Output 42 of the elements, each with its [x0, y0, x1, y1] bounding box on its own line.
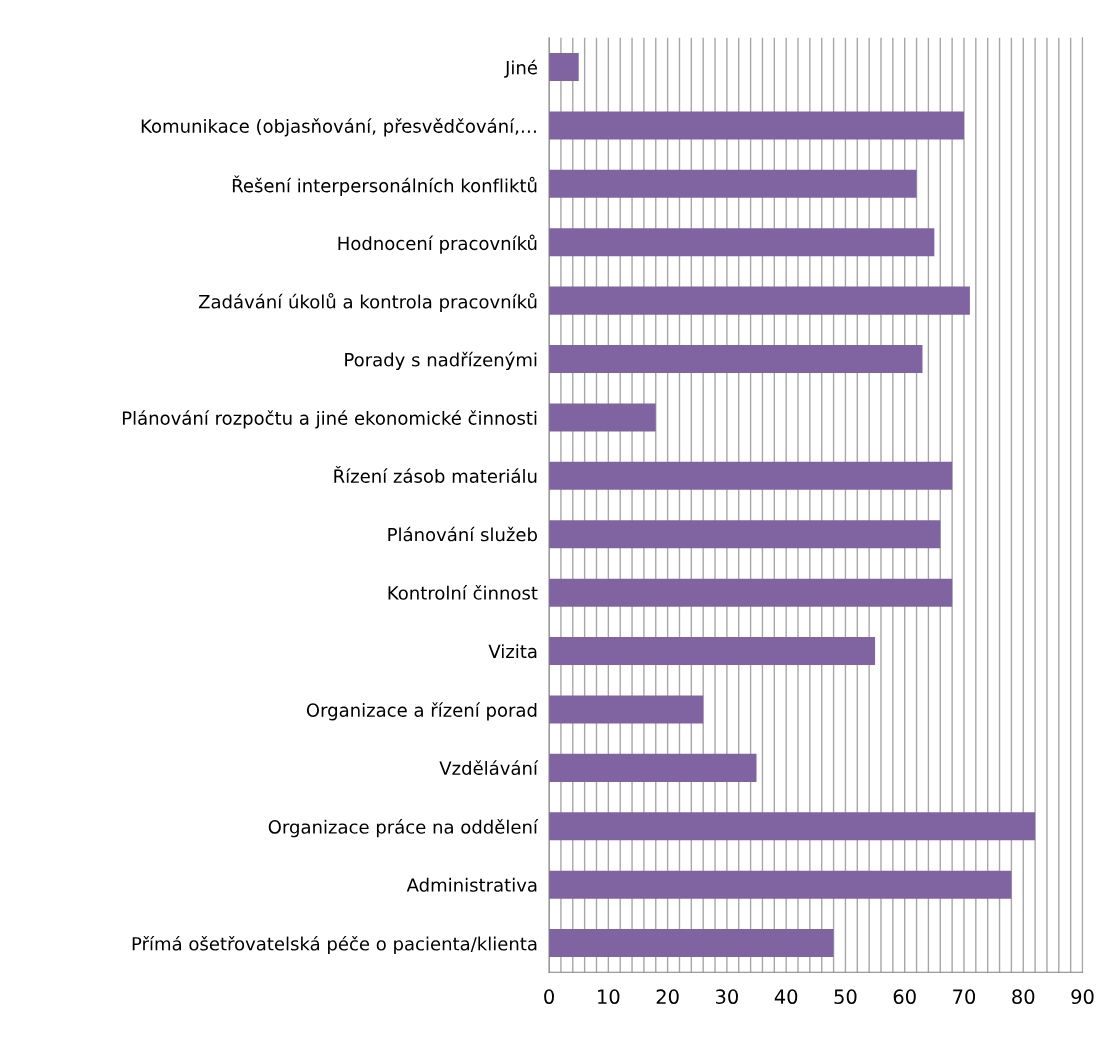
x-tick-label: 70 [953, 989, 976, 1005]
y-tick-label: Organizace a řízení porad [306, 702, 537, 721]
y-tick-label: Přímá ošetřovatelská péče o pacienta/klienta [132, 935, 537, 955]
x-tick-label: 90 [1071, 989, 1094, 1005]
x-tick-label: 20 [656, 989, 679, 1005]
y-tick-label: Vzdělávání [439, 760, 539, 775]
y-tick-label: Plánování rozpočtu a jiné ekonomické činnosti [122, 410, 537, 429]
bar [549, 578, 953, 607]
y-tick-label: Řešení interpersonálních konfliktů [232, 175, 537, 196]
x-tick-label: 10 [598, 989, 620, 1005]
y-tick-label: Řízení zásob materiálu [334, 465, 537, 483]
y-tick-label: Organizace práce na oddělení [268, 819, 539, 838]
y-tick-label: Administrativa [406, 877, 537, 892]
bar [549, 461, 953, 490]
x-tick-label: 50 [834, 989, 857, 1005]
y-tick-label: Vizita [488, 644, 537, 659]
bar [549, 870, 1012, 899]
bar [549, 929, 834, 958]
bar [549, 403, 656, 432]
bar [549, 753, 757, 782]
bar [549, 52, 579, 82]
y-tick-label: Porady s nadřízenými [345, 351, 537, 371]
bar [549, 520, 941, 549]
x-tick-label: 40 [774, 989, 798, 1005]
x-tick-label: 30 [716, 989, 738, 1005]
bar [549, 345, 923, 374]
y-tick-label: Kontrolní činnost [388, 585, 538, 600]
y-tick-label: Hodnocení pracovníků [338, 234, 537, 254]
bar [549, 111, 964, 140]
y-tick-label: Zadávání úkolů a kontrola pracovníků [198, 292, 537, 313]
y-tick-label: Plánování služeb [388, 526, 537, 542]
x-tick-label: 60 [893, 989, 916, 1005]
bar [549, 812, 1036, 841]
bar [549, 286, 970, 315]
x-tick-label: 0 [544, 989, 554, 1005]
bar [549, 637, 876, 666]
y-tick-label: Jiné [504, 59, 537, 78]
x-tick-label: 80 [1012, 989, 1035, 1005]
bar [549, 169, 917, 198]
y-tick-label: Komunikace (objasňování, přesvědčování,… [141, 118, 536, 137]
bar [549, 228, 935, 257]
bar [549, 695, 704, 724]
